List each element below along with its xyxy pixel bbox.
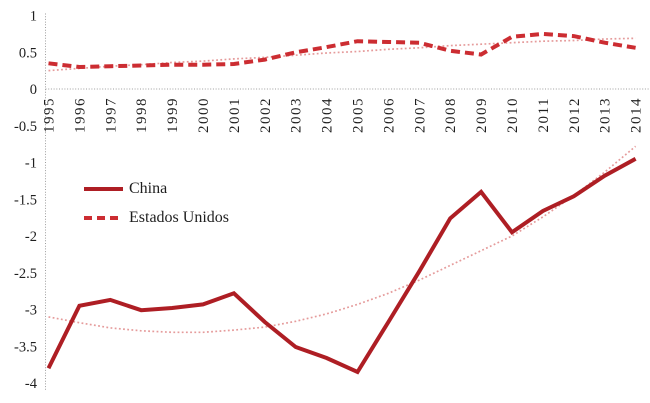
- y-tick-label: 0: [30, 82, 37, 98]
- x-tick-label: 2005: [351, 97, 367, 133]
- x-tick-label: 2008: [443, 97, 459, 133]
- y-tick-label: -3.5: [14, 339, 37, 355]
- y-tick-label: 0.5: [19, 45, 37, 61]
- x-tick-label: 2003: [289, 97, 305, 133]
- y-tick-label: -3: [25, 303, 37, 319]
- y-tick-label: -2: [25, 229, 37, 245]
- x-tick-label: 1996: [72, 97, 88, 133]
- legend-swatch-estados-unidos-dashed-line: [84, 216, 123, 220]
- x-tick-label: 2006: [381, 97, 397, 133]
- series-china-line: [46, 157, 637, 375]
- legend: China Estados Unidos: [84, 179, 229, 228]
- x-tick-label: 1995: [42, 97, 58, 133]
- legend-label-estados-unidos: Estados Unidos: [129, 209, 229, 226]
- legend-item-estados-unidos: Estados Unidos: [84, 208, 229, 228]
- y-tick-label: -4: [25, 376, 38, 392]
- x-tick-label: 2009: [474, 97, 490, 133]
- y-tick-label: 1: [30, 9, 37, 25]
- legend-label-china: China: [129, 180, 168, 197]
- y-tick-label: -0.5: [14, 119, 37, 135]
- y-tick-label: -1.5: [14, 192, 37, 208]
- x-tick-label: 2002: [258, 97, 274, 133]
- legend-swatch-china-solid-line: [84, 187, 123, 191]
- y-tick-label: -2.5: [14, 266, 37, 282]
- x-tick-label: 2004: [320, 97, 336, 133]
- series-estados-unidos-line: [48, 31, 636, 70]
- x-tick-label: 1999: [165, 97, 181, 133]
- y-tick-label: -1: [25, 156, 37, 172]
- x-tick-label: 1998: [134, 97, 150, 133]
- legend-item-china: China: [84, 179, 229, 199]
- x-tick-label: 2011: [536, 97, 552, 132]
- x-tick-label: 2010: [505, 97, 521, 133]
- x-tick-label: 2007: [412, 97, 428, 133]
- x-tick-label: 2014: [629, 97, 645, 133]
- series-china-trend-line: [48, 145, 637, 334]
- x-tick-label: 2013: [598, 97, 614, 133]
- x-tick-label: 1997: [103, 97, 119, 133]
- x-tick-label: 2001: [227, 97, 243, 133]
- x-tick-label: 2000: [196, 97, 212, 133]
- x-tick-label: 2012: [567, 97, 583, 133]
